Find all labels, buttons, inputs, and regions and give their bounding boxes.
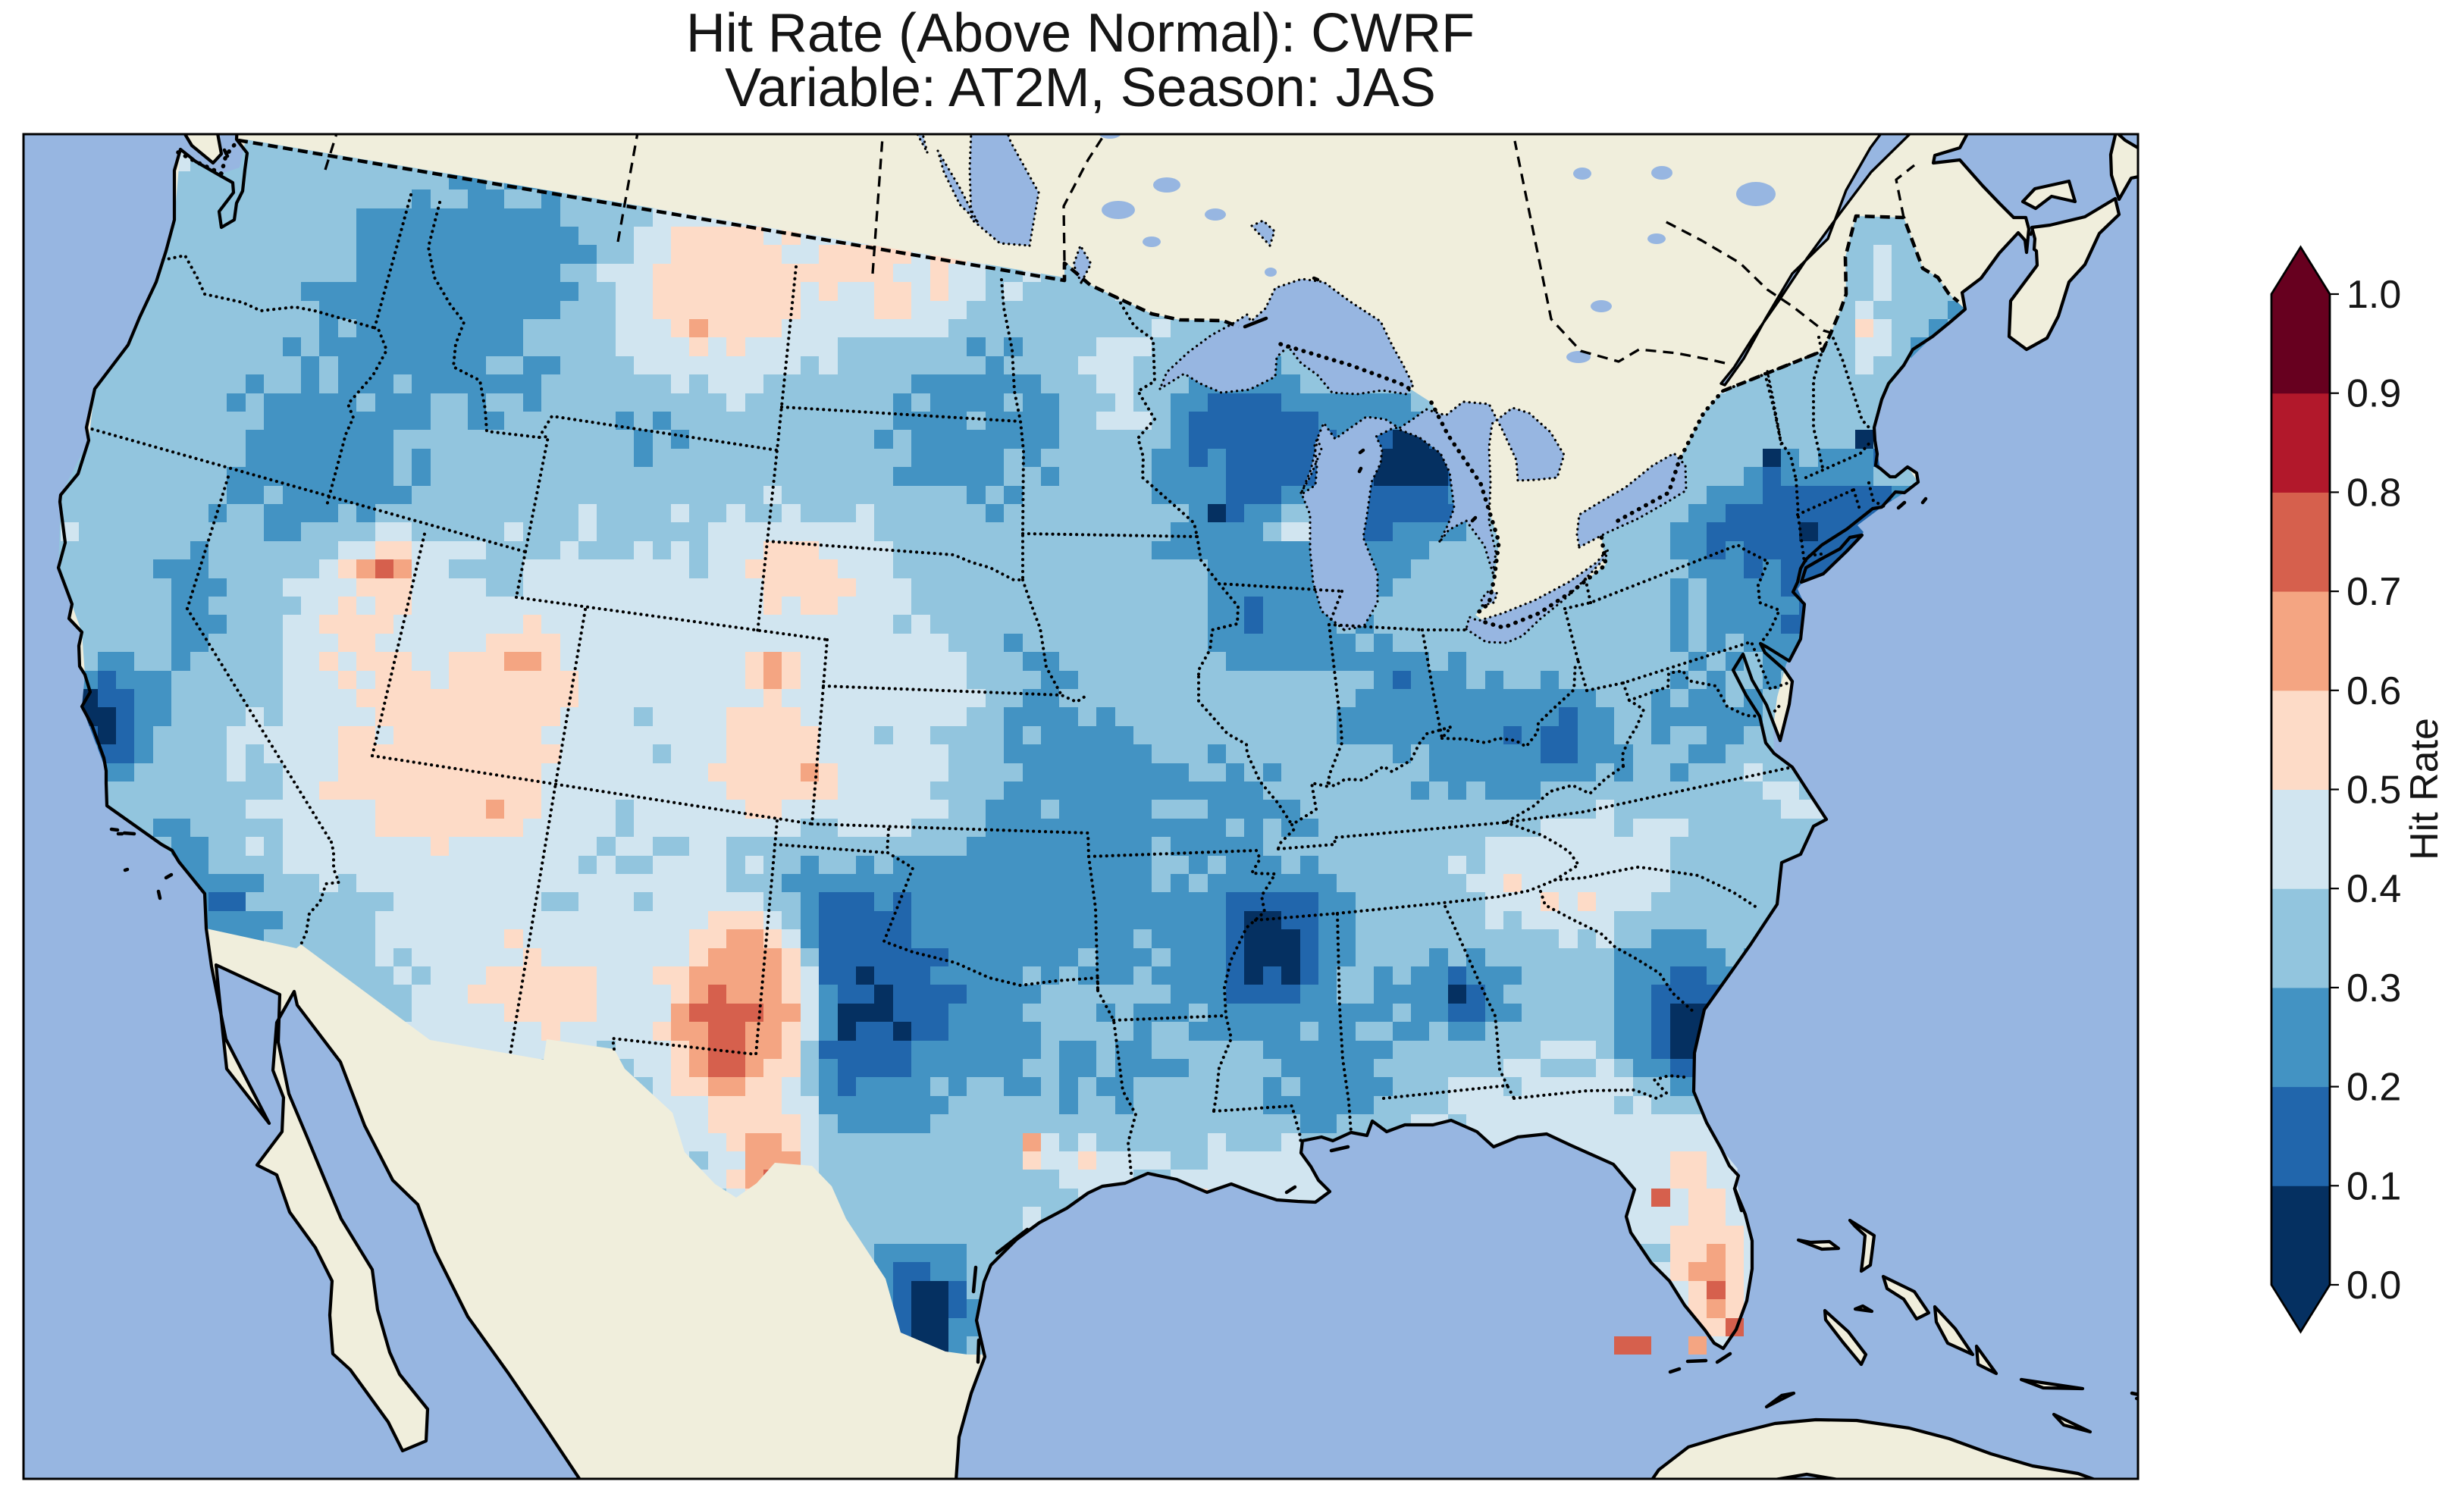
svg-text:Hit Rate (Above Normal): CWRF: Hit Rate (Above Normal): CWRF	[686, 3, 1475, 64]
svg-text:0.3: 0.3	[2346, 966, 2401, 1010]
svg-text:Variable: AT2M, Season: JAS: Variable: AT2M, Season: JAS	[725, 58, 1436, 118]
svg-text:0.9: 0.9	[2346, 372, 2401, 416]
svg-text:0.7: 0.7	[2346, 570, 2401, 614]
svg-text:1.0: 1.0	[2346, 273, 2401, 317]
svg-text:0.5: 0.5	[2346, 769, 2401, 813]
svg-text:0.6: 0.6	[2346, 669, 2401, 713]
svg-text:0.2: 0.2	[2346, 1066, 2401, 1110]
svg-text:0.4: 0.4	[2346, 867, 2401, 911]
svg-text:0.0: 0.0	[2346, 1264, 2401, 1308]
svg-text:0.8: 0.8	[2346, 471, 2401, 515]
svg-text:0.1: 0.1	[2346, 1164, 2401, 1208]
svg-text:Hit Rate: Hit Rate	[2403, 718, 2447, 860]
